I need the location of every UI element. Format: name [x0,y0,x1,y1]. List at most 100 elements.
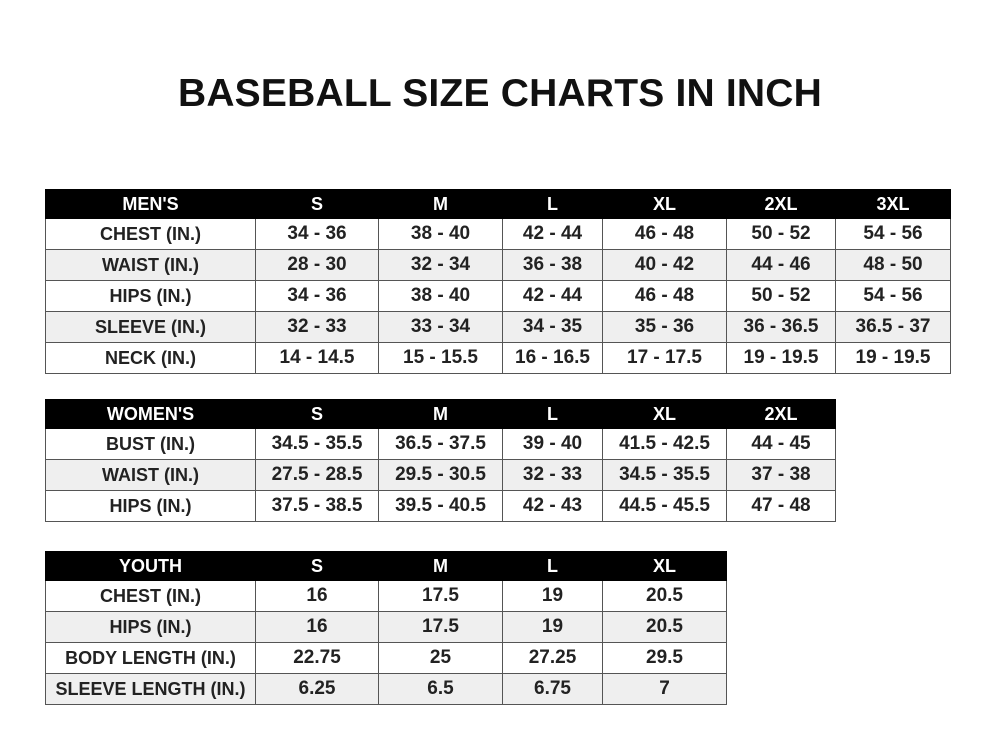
row-label: WAIST (IN.) [45,459,256,491]
table-cell: 15 - 15.5 [378,342,503,374]
column-header: 2XL [726,399,836,429]
table-cell: 20.5 [602,580,727,612]
table-cell: 6.75 [502,673,603,705]
table-cell: 34.5 - 35.5 [255,428,379,460]
table-cell: 27.25 [502,642,603,674]
table-cell: 34 - 35 [502,311,603,343]
row-label: HIPS (IN.) [45,490,256,522]
table-cell: 36.5 - 37.5 [378,428,503,460]
table-row: BUST (IN.) 34.5 - 35.5 36.5 - 37.5 39 - 40 4… [45,428,836,460]
table-cell: 42 - 44 [502,218,603,250]
column-header: M [378,551,503,581]
table-cell: 47 - 48 [726,490,836,522]
table-cell: 36.5 - 37 [835,311,951,343]
table-cell: 20.5 [602,611,727,643]
table-cell: 22.75 [255,642,379,674]
column-header: M [378,189,503,219]
table-cell: 17.5 [378,611,503,643]
column-header: WOMEN'S [45,399,256,429]
table-cell: 39 - 40 [502,428,603,460]
table-cell: 38 - 40 [378,218,503,250]
table-row: SLEEVE (IN.) 32 - 33 33 - 34 34 - 35 35 - 36… [45,311,951,343]
table-cell: 28 - 30 [255,249,379,281]
table-cell: 6.25 [255,673,379,705]
table-cell: 42 - 44 [502,280,603,312]
table-cell: 29.5 - 30.5 [378,459,503,491]
table-cell: 37 - 38 [726,459,836,491]
column-header: 2XL [726,189,836,219]
table-cell: 32 - 33 [255,311,379,343]
column-header: 3XL [835,189,951,219]
row-label: NECK (IN.) [45,342,256,374]
row-label: HIPS (IN.) [45,280,256,312]
table-cell: 38 - 40 [378,280,503,312]
table-cell: 42 - 43 [502,490,603,522]
column-header: L [502,399,603,429]
table-cell: 36 - 36.5 [726,311,836,343]
table-cell: 41.5 - 42.5 [602,428,727,460]
table-row: WAIST (IN.) 27.5 - 28.5 29.5 - 30.5 32 - 33… [45,459,836,491]
table-cell: 46 - 48 [602,280,727,312]
table-cell: 44 - 45 [726,428,836,460]
table-cell: 19 - 19.5 [835,342,951,374]
table-cell: 19 [502,580,603,612]
table-row: WAIST (IN.) 28 - 30 32 - 34 36 - 38 40 - 42 4… [45,249,951,281]
table-cell: 17 - 17.5 [602,342,727,374]
row-label: SLEEVE (IN.) [45,311,256,343]
table-cell: 25 [378,642,503,674]
womens-size-table: WOMEN'S S M L XL 2XL BUST (IN.) 34.5 - 35.5 36.5… [45,399,836,522]
row-label: CHEST (IN.) [45,218,256,250]
table-row: CHEST (IN.) 16 17.5 19 20.5 [45,580,727,612]
table-cell: 40 - 42 [602,249,727,281]
table-row: HIPS (IN.) 34 - 36 38 - 40 42 - 44 46 - 48 50… [45,280,951,312]
table-cell: 54 - 56 [835,218,951,250]
column-header: S [255,189,379,219]
table-row: NECK (IN.) 14 - 14.5 15 - 15.5 16 - 16.5 17 … [45,342,951,374]
row-label: CHEST (IN.) [45,580,256,612]
column-header: XL [602,189,727,219]
column-header: L [502,189,603,219]
table-cell: 39.5 - 40.5 [378,490,503,522]
table-row: HIPS (IN.) 37.5 - 38.5 39.5 - 40.5 42 - 43 4… [45,490,836,522]
table-cell: 32 - 33 [502,459,603,491]
column-header: M [378,399,503,429]
table-cell: 19 [502,611,603,643]
table-cell: 16 [255,611,379,643]
table-cell: 36 - 38 [502,249,603,281]
column-header: YOUTH [45,551,256,581]
table-cell: 35 - 36 [602,311,727,343]
row-label: WAIST (IN.) [45,249,256,281]
table-cell: 32 - 34 [378,249,503,281]
table-cell: 7 [602,673,727,705]
column-header: S [255,399,379,429]
column-header: L [502,551,603,581]
table-cell: 16 - 16.5 [502,342,603,374]
table-cell: 48 - 50 [835,249,951,281]
table-cell: 44 - 46 [726,249,836,281]
table-cell: 54 - 56 [835,280,951,312]
table-cell: 33 - 34 [378,311,503,343]
youth-size-table: YOUTH S M L XL CHEST (IN.) 16 17.5 19 20.5 HIPS (I… [45,551,727,705]
table-row: HIPS (IN.) 16 17.5 19 20.5 [45,611,727,643]
table-cell: 19 - 19.5 [726,342,836,374]
page-title: BASEBALL SIZE CHARTS IN INCH [177,72,823,115]
table-header-row: YOUTH S M L XL [45,551,727,581]
table-cell: 37.5 - 38.5 [255,490,379,522]
column-header: XL [602,399,727,429]
table-header-row: MEN'S S M L XL 2XL 3XL [45,189,951,219]
table-cell: 29.5 [602,642,727,674]
table-cell: 46 - 48 [602,218,727,250]
table-cell: 34.5 - 35.5 [602,459,727,491]
table-row: CHEST (IN.) 34 - 36 38 - 40 42 - 44 46 - 48 5… [45,218,951,250]
table-cell: 34 - 36 [255,280,379,312]
table-cell: 6.5 [378,673,503,705]
table-cell: 17.5 [378,580,503,612]
table-cell: 16 [255,580,379,612]
row-label: HIPS (IN.) [45,611,256,643]
table-cell: 34 - 36 [255,218,379,250]
row-label: SLEEVE LENGTH (IN.) [45,673,256,705]
table-cell: 27.5 - 28.5 [255,459,379,491]
table-header-row: WOMEN'S S M L XL 2XL [45,399,836,429]
row-label: BODY LENGTH (IN.) [45,642,256,674]
table-row: SLEEVE LENGTH (IN.) 6.25 6.5 6.75 7 [45,673,727,705]
